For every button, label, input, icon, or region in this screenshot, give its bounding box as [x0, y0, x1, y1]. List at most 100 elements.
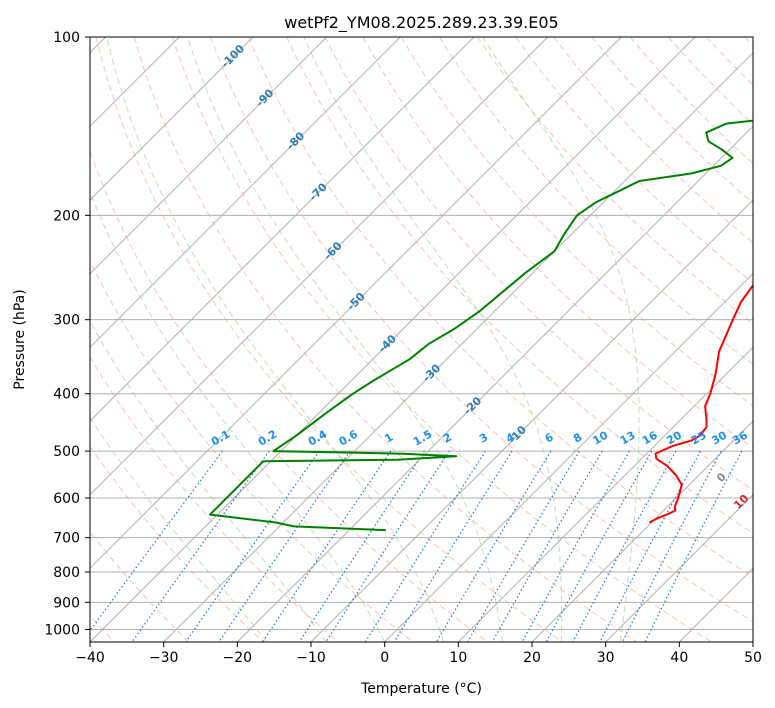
moist-adiabat-line: [303, 37, 563, 642]
mixing-ratio-line: [466, 450, 580, 642]
mixing-ratio-line: [545, 450, 653, 642]
mixing-ratio-label: 25: [689, 429, 709, 448]
y-tick-label: 500: [53, 444, 80, 460]
mixing-ratio-line: [325, 450, 450, 642]
mixing-ratio-label: 0.2: [256, 428, 279, 449]
y-tick-label: 300: [53, 313, 80, 329]
dry-adiabat-line: [438, 37, 753, 366]
mixing-ratio-line: [131, 450, 270, 642]
x-tick-label: 50: [744, 650, 762, 666]
mixing-ratio-label: 16: [640, 428, 660, 447]
mixing-ratio-line: [621, 450, 722, 642]
mixing-ratio-label: 20: [664, 428, 684, 447]
y-tick-label: 700: [53, 531, 80, 547]
mixing-ratio-label: 0.4: [306, 427, 330, 448]
x-tick-label: 0: [380, 650, 389, 666]
dry-adiabat-label: 0: [714, 470, 729, 485]
isotherm-line: [90, 37, 696, 642]
dry-adiabat-line: [553, 37, 753, 244]
mixing-ratio-line: [90, 450, 223, 632]
mixing-ratio-line: [491, 450, 603, 642]
moist-adiabat-line: [90, 416, 268, 642]
y-axis-label: Pressure (hPa): [12, 289, 28, 389]
mixing-ratio-label: 36: [730, 428, 750, 447]
mixing-ratio-line: [521, 450, 631, 642]
moist-adiabat-line: [106, 37, 445, 642]
x-tick-label: −20: [223, 650, 253, 666]
isotherm-line: [90, 37, 328, 275]
y-tick-label: 800: [53, 565, 80, 581]
dry-adiabat-line: [744, 37, 753, 47]
mixing-ratio-line: [185, 450, 320, 642]
x-axis-label: Temperature (°C): [360, 681, 482, 697]
dry-adiabat-line: [477, 37, 753, 325]
y-tick-label: 1000: [44, 622, 80, 638]
mixing-ratio-label: 2: [441, 431, 454, 446]
y-tick-label: 900: [53, 595, 80, 611]
dry-adiabat-line: [171, 37, 712, 642]
temperature-profile-line: [648, 283, 753, 524]
isotherm-line: [163, 51, 753, 642]
isotherm-line: [605, 493, 753, 642]
dry-adiabat-line: [95, 37, 563, 642]
y-tick-label: 200: [53, 208, 80, 224]
mixing-ratio-line: [599, 450, 702, 642]
isotherm-line: [678, 567, 753, 642]
plot-frame: [89, 36, 754, 643]
mixing-ratio-line: [298, 450, 425, 642]
x-tick-label: 10: [449, 650, 467, 666]
mixing-ratio-label: 1.5: [411, 428, 434, 449]
moist-adiabat-line: [187, 37, 503, 642]
dry-adiabat-line: [90, 356, 339, 642]
mixing-ratio-line: [572, 450, 677, 642]
isotherm-line: [531, 420, 753, 642]
mixing-ratio-label: 30: [709, 428, 729, 447]
dry-adiabat-line: [133, 37, 638, 642]
x-tick-label: 20: [523, 650, 541, 666]
dry-adiabat-line: [324, 37, 753, 491]
mixing-ratio-label: 0.6: [337, 427, 361, 448]
isotherm-line: [90, 37, 401, 349]
mixing-ratio-label: 8: [571, 431, 584, 446]
mixing-ratio-line: [364, 450, 486, 642]
isotherm-line: [457, 346, 753, 642]
mixing-ratio-line: [644, 450, 743, 642]
isotherm-line: [90, 37, 622, 570]
mixing-ratio-line: [218, 450, 351, 642]
dewpoint-profile-line: [209, 119, 753, 532]
isotherm-line: [384, 272, 753, 642]
dry-adiabat-label: 20: [751, 516, 771, 536]
moist-adiabat-line: [90, 190, 386, 642]
y-tick-label: 600: [53, 491, 80, 507]
y-tick-label: 100: [53, 30, 80, 46]
dry-adiabat-line: [210, 37, 753, 623]
y-tick-label: 400: [53, 387, 80, 403]
dry-adiabat-line: [90, 531, 190, 642]
isotherm-line: [90, 37, 549, 496]
isotherm-line: [236, 125, 753, 642]
x-tick-label: −30: [149, 650, 179, 666]
isotherm-line: [90, 37, 254, 201]
dry-adiabat-line: [668, 37, 753, 125]
isotherm-line: [752, 641, 753, 642]
dry-adiabat-line: [248, 37, 753, 578]
mixing-ratio-label: 13: [618, 429, 638, 448]
dry-adiabat-label: 30: [767, 544, 775, 564]
x-tick-label: −40: [75, 650, 105, 666]
x-tick-label: −10: [296, 650, 326, 666]
mixing-ratio-label: 1: [382, 431, 395, 446]
mixing-ratio-label: 10: [591, 428, 611, 447]
dry-adiabat-line: [90, 150, 488, 642]
x-tick-label: 30: [597, 650, 615, 666]
mixing-ratio-label: 3: [477, 431, 490, 446]
chart-title: wetPf2_YM08.2025.289.23.39.E05: [284, 13, 558, 33]
dry-adiabat-line: [286, 37, 753, 534]
mixing-ratio-line: [393, 450, 513, 642]
isotherm-line: [90, 37, 475, 422]
dry-adiabat-line: [591, 37, 753, 204]
mixing-ratio-line: [262, 450, 392, 642]
moist-adiabat-line: [90, 320, 327, 642]
moist-adiabat-line: [482, 37, 640, 642]
